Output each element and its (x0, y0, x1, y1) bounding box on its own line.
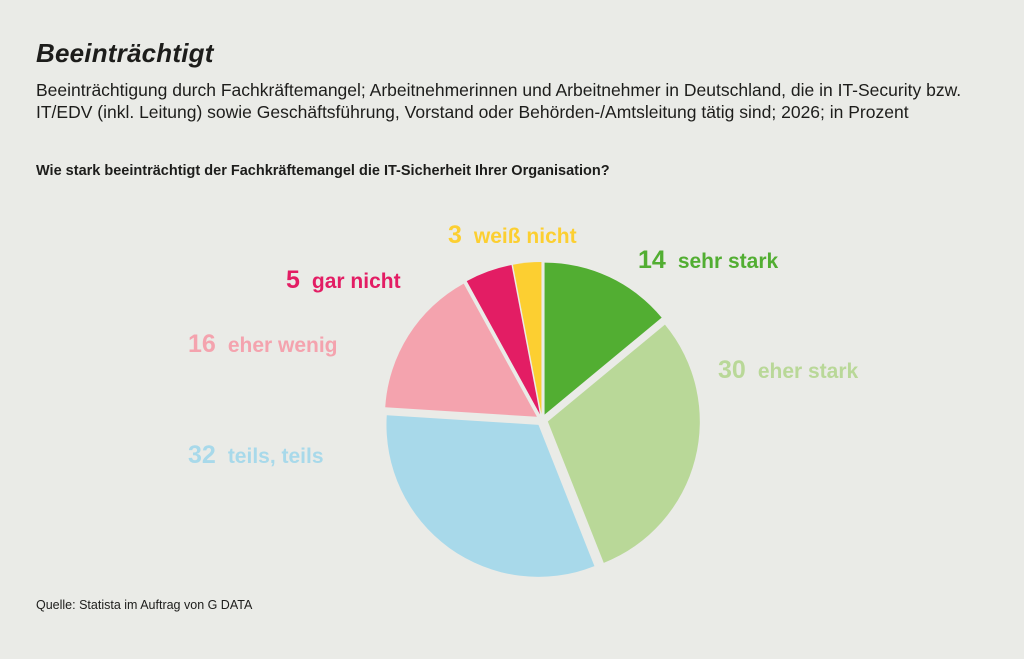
slice-value-label: 3 (448, 221, 462, 249)
slice-value-label: 5 (286, 266, 300, 294)
slice-label-teils-teils: 32 teils, teils (188, 441, 324, 469)
slice-value-label: 30 (718, 356, 746, 384)
pie-slices (385, 262, 700, 577)
source-note: Quelle: Statista im Auftrag von G DATA (36, 598, 253, 612)
pie-slice-weiss-nicht (512, 262, 542, 415)
slice-label-eher-wenig: 16 eher wenig (188, 330, 338, 358)
pie-slice-eher-wenig (385, 283, 537, 417)
chart-title: Beeinträchtigt (36, 38, 214, 68)
pie-slice-gar-nicht (466, 265, 540, 415)
slice-label-sehr-stark: 14 sehr stark (638, 246, 779, 274)
slice-value-label: 32 (188, 441, 216, 469)
pie-slice-teils-teils (386, 415, 595, 577)
slice-value-label: 16 (188, 330, 216, 358)
slice-value-label: 14 (638, 246, 666, 274)
pie-slice-eher-stark (547, 324, 700, 563)
pie-slice-sehr-stark (544, 262, 662, 415)
slice-label-eher-stark: 30 eher stark (718, 356, 859, 384)
pie-labels: 14 sehr stark 30 eher stark 32 teils, teils 16… (188, 221, 859, 469)
slice-category-label: teils, teils (228, 445, 324, 468)
slice-category-label: weiß nicht (473, 225, 577, 248)
slice-category-label: gar nicht (312, 270, 401, 293)
slice-category-label: eher stark (758, 360, 859, 383)
survey-question: Wie stark beeinträchtigt der Fachkräftem… (36, 163, 610, 179)
chart-subtitle: Beeinträchtigung durch Fachkräftemangel;… (36, 80, 962, 122)
slice-label-gar-nicht: 5 gar nicht (286, 266, 401, 294)
slice-category-label: sehr stark (678, 250, 779, 273)
slice-label-weiss-nicht: 3 weiß nicht (448, 221, 577, 249)
slice-category-label: eher wenig (228, 334, 338, 357)
